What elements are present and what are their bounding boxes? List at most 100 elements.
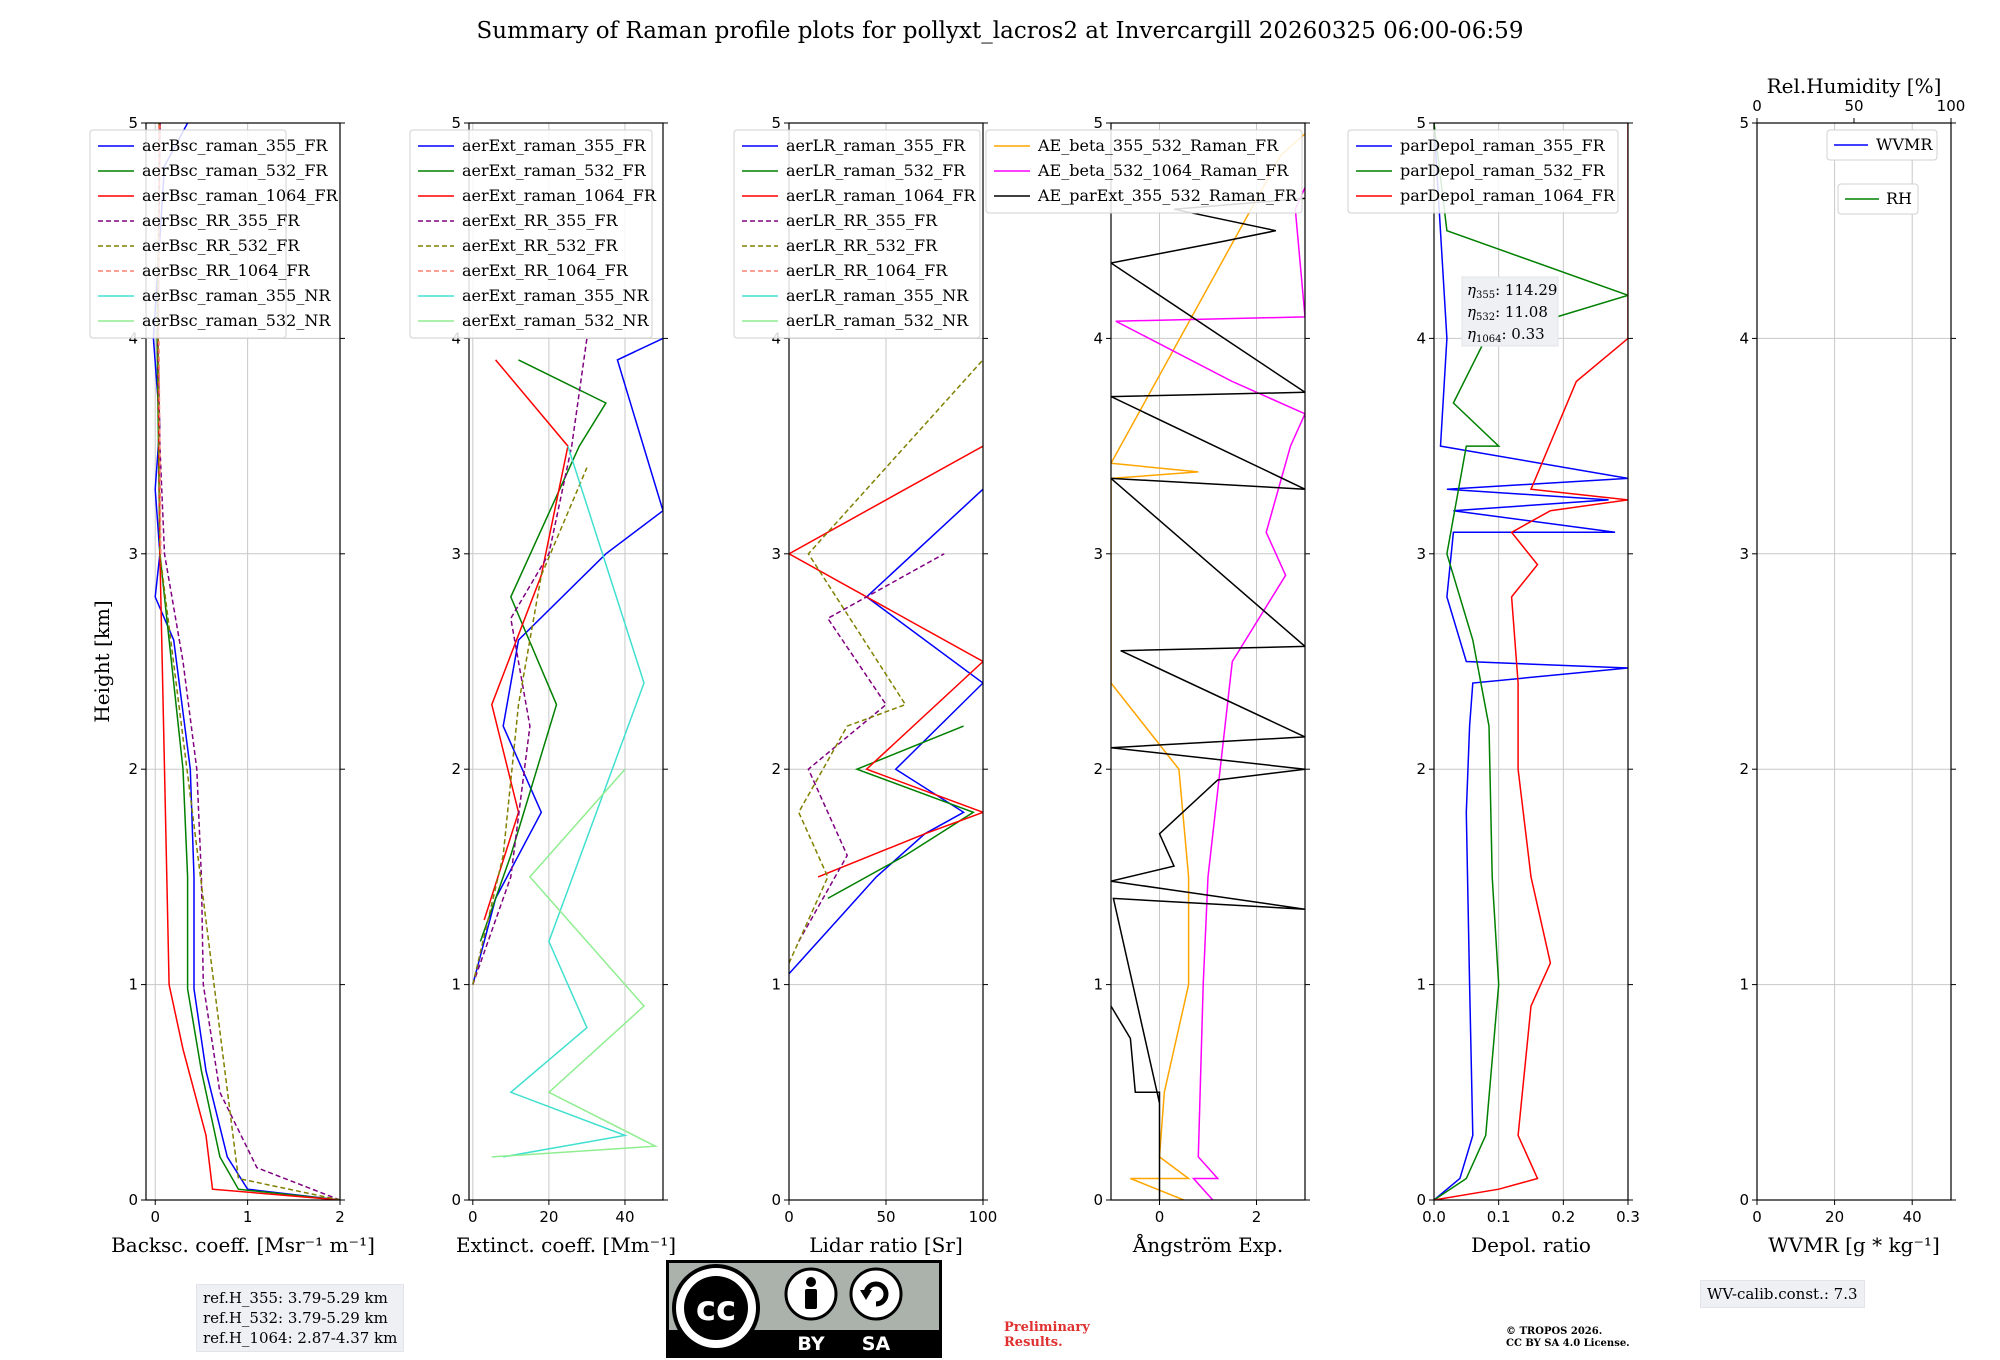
x-tick-label: 40	[615, 1208, 634, 1226]
x-tick-label: 0	[784, 1208, 794, 1226]
series-AE_beta_532_1064_Raman_FR	[1115, 187, 1305, 1200]
legend-entry: parDepol_raman_532_FR	[1400, 161, 1606, 180]
y-tick-label: 0	[1093, 1191, 1103, 1209]
x-tick-label: 0.0	[1422, 1208, 1446, 1226]
legend-entry: aerBsc_raman_1064_FR	[142, 186, 339, 205]
series-aerExt_RR_355_FR	[472, 338, 588, 985]
x2-axis-label: Rel.Humidity [%]	[1767, 74, 1942, 98]
x-tick-label: 0	[1752, 1208, 1762, 1226]
x-axis-label: Extinct. coeff. [Mm⁻¹]	[456, 1233, 676, 1257]
x-tick-label: 20	[539, 1208, 558, 1226]
sa-label: SA	[862, 1333, 891, 1355]
attribution-head	[806, 1277, 816, 1287]
legend-frame	[89, 129, 287, 339]
x2-tick-label: 50	[1844, 97, 1863, 115]
rh-legend-entry: RH	[1886, 189, 1912, 208]
x-axis-label: Depol. ratio	[1471, 1233, 1591, 1257]
attribution-body	[805, 1289, 817, 1309]
panel-depolarization: 0 1 2 3 4 5 0.0 0.1 0.2 0.3 Depol. ratio parDepol_r…	[1347, 114, 1640, 1257]
axes-frame	[1110, 122, 1306, 1201]
series-AE_parExt_355_532_Raman_FR	[1111, 197, 1305, 1200]
by-label: BY	[797, 1333, 824, 1355]
y-tick-label: 1	[1093, 976, 1103, 994]
x-tick-label: 50	[876, 1208, 895, 1226]
figure-title: Summary of Raman profile plots for polly…	[476, 18, 1524, 44]
series-aerExt_raman_1064_FR	[483, 359, 569, 921]
panel-lidar_ratio: 012345050100Lidar ratio [Sr]aerLR_raman_…	[733, 114, 997, 1257]
y-tick-label: 0	[1416, 1191, 1426, 1209]
wv-calibration-box: WV-calib.const.: 7.3	[1700, 1280, 1865, 1308]
legend: aerLR_raman_355_FR aerLR_raman_532_FR aerL…	[733, 129, 981, 339]
panel-angstrom: 0 1 2 3 4 5 0 2 Ångström Exp. AE_beta_355_532_Ram…	[985, 114, 1310, 1257]
reference-height-box: ref.H_355: 3.79-5.29 km ref.H_532: 3.79-…	[196, 1284, 405, 1352]
plot-area	[1111, 133, 1305, 1200]
y-tick-label: 5	[128, 114, 138, 132]
legend-entry: aerBsc_RR_532_FR	[142, 236, 300, 255]
legend-frame	[733, 129, 981, 339]
x-tick-label: 0.2	[1551, 1208, 1575, 1226]
legend: aerExt_raman_355_FR aerExt_raman_532_FRae…	[409, 129, 657, 339]
axes-frame	[1433, 122, 1629, 1201]
y-tick-label: 0	[1739, 1191, 1749, 1209]
legend-entry: aerExt_raman_1064_FR	[462, 186, 657, 205]
legend-entry: aerLR_raman_532_FR	[786, 161, 966, 180]
eta-symbol: η	[1467, 281, 1476, 299]
series-aerExt_raman_355_FR	[472, 337, 663, 985]
series-aerLR_raman_1064_FR	[789, 445, 983, 878]
legend-entry: aerExt_RR_355_FR	[462, 211, 619, 230]
x-axis-label: Backsc. coeff. [Msr⁻¹ m⁻¹]	[111, 1233, 375, 1257]
y-tick-label: 3	[451, 545, 461, 563]
x-tick-label: 2	[335, 1208, 345, 1226]
legend-entry: AE_parExt_355_532_Raman_FR	[1037, 186, 1298, 205]
legend-entry: aerLR_raman_532_NR	[786, 311, 969, 330]
eta-value: : 114.29	[1495, 281, 1557, 299]
eta-annotation-line: η355: 114.29	[1467, 281, 1557, 301]
series-aerExt_raman_355_NR	[503, 445, 645, 1158]
series-aerBsc_RR_355_FR	[157, 123, 340, 1200]
preliminary-line-2: Results.	[1004, 1335, 1063, 1350]
series-aerLR_RR_532_FR	[789, 359, 983, 964]
legend-frame	[409, 129, 653, 339]
legend-entry: aerExt_raman_532_FR	[462, 161, 647, 180]
y-tick-label: 5	[771, 114, 781, 132]
y-tick-label: 2	[451, 760, 461, 778]
series-parDepol_raman_355_FR	[1434, 123, 1628, 1200]
legend-entry: aerLR_raman_355_NR	[786, 286, 969, 305]
axes-frame	[1756, 122, 1952, 1201]
legend-entry: aerExt_RR_532_FR	[462, 236, 619, 255]
eta-value: : 11.08	[1495, 303, 1548, 321]
wvmr-legend-frame	[1826, 129, 1938, 161]
legend-entry: aerExt_RR_1064_FR	[462, 261, 629, 280]
wvmr-legend: WVMR	[1826, 129, 1938, 161]
eta-annotation-line: η1064: 0.33	[1467, 325, 1545, 345]
x2-tick-label: 0	[1752, 97, 1762, 115]
series-aerLR_raman_532_FR	[827, 725, 975, 900]
legend-frame	[985, 129, 1303, 214]
y-tick-label: 5	[451, 114, 461, 132]
y-tick-label: 5	[1416, 114, 1426, 132]
cc-logo-inner	[684, 1276, 748, 1340]
x-axis-label: Ångström Exp.	[1132, 1232, 1283, 1257]
x2-tick-label: 100	[1937, 97, 1966, 115]
legend-entry: aerBsc_raman_532_NR	[142, 311, 331, 330]
wvmr-legend-entry: WVMR	[1876, 135, 1933, 154]
eta-subscript: 355	[1476, 290, 1495, 301]
legend-entry: aerBsc_raman_532_FR	[142, 161, 328, 180]
series-aerBsc_raman_355_FR	[152, 123, 340, 1200]
share-alike-arrowhead	[860, 1290, 872, 1300]
legend-entry: aerExt_raman_355_NR	[462, 286, 650, 305]
legend-entry: aerBsc_raman_355_NR	[142, 286, 331, 305]
eta-subscript: 1064	[1476, 334, 1501, 345]
legend: aerBsc_raman_355_FR aerBsc_raman_532_FRae…	[89, 129, 339, 339]
legend-entry: aerLR_RR_355_FR	[786, 211, 938, 230]
y-tick-label: 4	[1739, 329, 1749, 347]
y-tick-label: 1	[128, 976, 138, 994]
y-tick-label: 3	[771, 545, 781, 563]
y-tick-label: 3	[1093, 545, 1103, 563]
copyright-line-2: CC BY SA 4.0 License.	[1506, 1338, 1630, 1349]
series-AE_beta_355_532_Raman_FR	[1111, 133, 1305, 1200]
x-tick-label: 2	[1252, 1208, 1262, 1226]
ref-height-1064: ref.H_1064: 2.87-4.37 km	[203, 1329, 398, 1347]
x-tick-label: 20	[1825, 1208, 1844, 1226]
